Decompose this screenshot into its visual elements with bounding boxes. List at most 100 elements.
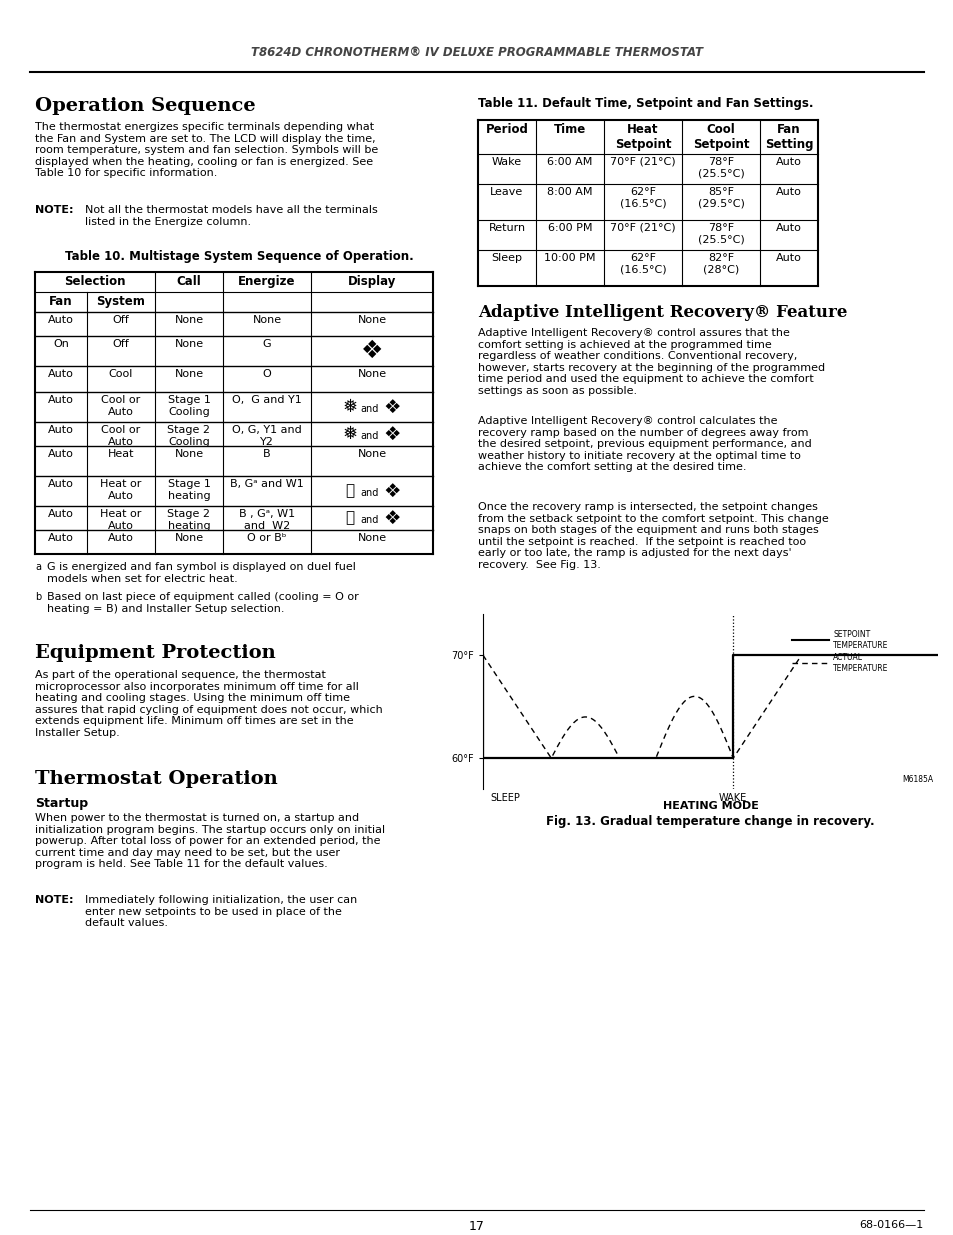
Text: None: None: [174, 315, 203, 325]
Text: Auto: Auto: [775, 157, 801, 167]
Text: Auto: Auto: [48, 315, 74, 325]
Text: Once the recovery ramp is intersected, the setpoint changes
from the setback set: Once the recovery ramp is intersected, t…: [477, 501, 828, 571]
Text: Stage 1
heating: Stage 1 heating: [168, 479, 211, 500]
Text: Auto: Auto: [108, 534, 133, 543]
Text: None: None: [174, 534, 203, 543]
Text: Auto: Auto: [48, 369, 74, 379]
Text: Off: Off: [112, 315, 130, 325]
Text: Fig. 13. Gradual temperature change in recovery.: Fig. 13. Gradual temperature change in r…: [546, 815, 874, 827]
Text: Auto: Auto: [48, 509, 74, 519]
Text: B: B: [263, 450, 271, 459]
Text: None: None: [357, 369, 386, 379]
Text: Table 10. Multistage System Sequence of Operation.: Table 10. Multistage System Sequence of …: [65, 249, 414, 263]
Text: Auto: Auto: [775, 224, 801, 233]
Text: Call: Call: [176, 275, 201, 288]
Text: On: On: [53, 338, 69, 350]
Text: NOTE:: NOTE:: [35, 205, 73, 215]
Text: 6:00 PM: 6:00 PM: [547, 224, 592, 233]
Text: Heat: Heat: [108, 450, 134, 459]
Text: G: G: [262, 338, 271, 350]
Text: Heat
Setpoint: Heat Setpoint: [614, 124, 671, 151]
Text: None: None: [174, 338, 203, 350]
Text: O, G, Y1 and
Y2: O, G, Y1 and Y2: [232, 425, 301, 447]
Text: 62°F
(16.5°C): 62°F (16.5°C): [619, 253, 665, 274]
Text: System: System: [96, 295, 145, 308]
Text: G is energized and fan symbol is displayed on duel fuel
models when set for elec: G is energized and fan symbol is display…: [47, 562, 355, 584]
Text: B, Gᵃ and W1: B, Gᵃ and W1: [230, 479, 304, 489]
Text: Display: Display: [348, 275, 395, 288]
Text: 78°F
(25.5°C): 78°F (25.5°C): [697, 157, 743, 179]
Text: 70°F (21°C): 70°F (21°C): [610, 157, 675, 167]
Text: Auto: Auto: [48, 395, 74, 405]
Text: Adaptive Intelligent Recovery® control calculates the
recovery ramp based on the: Adaptive Intelligent Recovery® control c…: [477, 416, 811, 473]
Text: 10:00 PM: 10:00 PM: [543, 253, 595, 263]
Text: Cool or
Auto: Cool or Auto: [101, 425, 140, 447]
Text: Cool or
Auto: Cool or Auto: [101, 395, 140, 416]
Text: Fan: Fan: [50, 295, 72, 308]
Text: None: None: [357, 450, 386, 459]
Text: 🔥: 🔥: [345, 483, 355, 499]
Text: Equipment Protection: Equipment Protection: [35, 643, 275, 662]
Text: HEATING MODE: HEATING MODE: [662, 802, 758, 811]
Text: Adaptive Intelligent Recovery® Feature: Adaptive Intelligent Recovery® Feature: [477, 304, 846, 321]
Text: ❖: ❖: [383, 482, 400, 500]
Text: Thermostat Operation: Thermostat Operation: [35, 769, 277, 788]
Text: Auto: Auto: [775, 186, 801, 198]
Text: ACTUAL
TEMPERATURE: ACTUAL TEMPERATURE: [833, 653, 888, 673]
Text: Cool
Setpoint: Cool Setpoint: [692, 124, 748, 151]
Text: Auto: Auto: [48, 450, 74, 459]
Text: and: and: [360, 488, 378, 498]
Text: T8624D CHRONOTHERM® IV DELUXE PROGRAMMABLE THERMOSTAT: T8624D CHRONOTHERM® IV DELUXE PROGRAMMAB…: [251, 46, 702, 58]
Text: Stage 1
Cooling: Stage 1 Cooling: [168, 395, 211, 416]
Text: As part of the operational sequence, the thermostat
microprocessor also incorpor: As part of the operational sequence, the…: [35, 671, 382, 739]
Text: 8:00 AM: 8:00 AM: [547, 186, 592, 198]
Text: Based on last piece of equipment called (cooling = O or
heating = B) and Install: Based on last piece of equipment called …: [47, 592, 358, 614]
Text: Startup: Startup: [35, 797, 88, 810]
Text: B , Gᵃ, W1
and  W2: B , Gᵃ, W1 and W2: [238, 509, 294, 531]
Text: Table 11. Default Time, Setpoint and Fan Settings.: Table 11. Default Time, Setpoint and Fan…: [477, 98, 813, 110]
Text: Sleep: Sleep: [491, 253, 522, 263]
Text: None: None: [174, 369, 203, 379]
Text: None: None: [357, 534, 386, 543]
Text: Leave: Leave: [490, 186, 523, 198]
Text: Auto: Auto: [775, 253, 801, 263]
Text: Auto: Auto: [48, 534, 74, 543]
Text: Auto: Auto: [48, 479, 74, 489]
Text: None: None: [174, 450, 203, 459]
Text: Fan
Setting: Fan Setting: [764, 124, 812, 151]
Text: Period: Period: [485, 124, 528, 136]
Text: 78°F
(25.5°C): 78°F (25.5°C): [697, 224, 743, 245]
Text: 68-0166—1: 68-0166—1: [859, 1220, 923, 1230]
Text: ❅: ❅: [342, 425, 357, 443]
Text: Time: Time: [554, 124, 585, 136]
Text: 85°F
(29.5°C): 85°F (29.5°C): [697, 186, 743, 209]
Text: 82°F
(28°C): 82°F (28°C): [702, 253, 739, 274]
Text: b: b: [35, 592, 41, 601]
Text: The thermostat energizes specific terminals depending what
the Fan and System ar: The thermostat energizes specific termin…: [35, 122, 377, 178]
Text: O or Bᵇ: O or Bᵇ: [247, 534, 287, 543]
Text: ❅: ❅: [342, 398, 357, 416]
Text: Off: Off: [112, 338, 130, 350]
Text: 6:00 AM: 6:00 AM: [547, 157, 592, 167]
Text: Return: Return: [488, 224, 525, 233]
Text: Operation Sequence: Operation Sequence: [35, 98, 255, 115]
Text: Heat or
Auto: Heat or Auto: [100, 509, 142, 531]
Text: Wake: Wake: [492, 157, 521, 167]
Text: None: None: [253, 315, 281, 325]
Text: 70°F (21°C): 70°F (21°C): [610, 224, 675, 233]
Text: ❖: ❖: [383, 509, 400, 527]
Text: O: O: [262, 369, 271, 379]
Text: and: and: [360, 404, 378, 414]
Text: 62°F
(16.5°C): 62°F (16.5°C): [619, 186, 665, 209]
Text: 🔥: 🔥: [345, 510, 355, 526]
Text: 17: 17: [469, 1220, 484, 1233]
Text: Adaptive Intelligent Recovery® control assures that the
comfort setting is achie: Adaptive Intelligent Recovery® control a…: [477, 329, 824, 396]
Text: Selection: Selection: [64, 275, 126, 288]
Text: O,  G and Y1: O, G and Y1: [232, 395, 301, 405]
Text: SETPOINT
TEMPERATURE: SETPOINT TEMPERATURE: [833, 630, 888, 650]
Text: Auto: Auto: [48, 425, 74, 435]
Text: Cool: Cool: [109, 369, 133, 379]
Text: ❖: ❖: [383, 425, 400, 443]
Text: ❖: ❖: [383, 398, 400, 416]
Text: NOTE:: NOTE:: [35, 895, 73, 905]
